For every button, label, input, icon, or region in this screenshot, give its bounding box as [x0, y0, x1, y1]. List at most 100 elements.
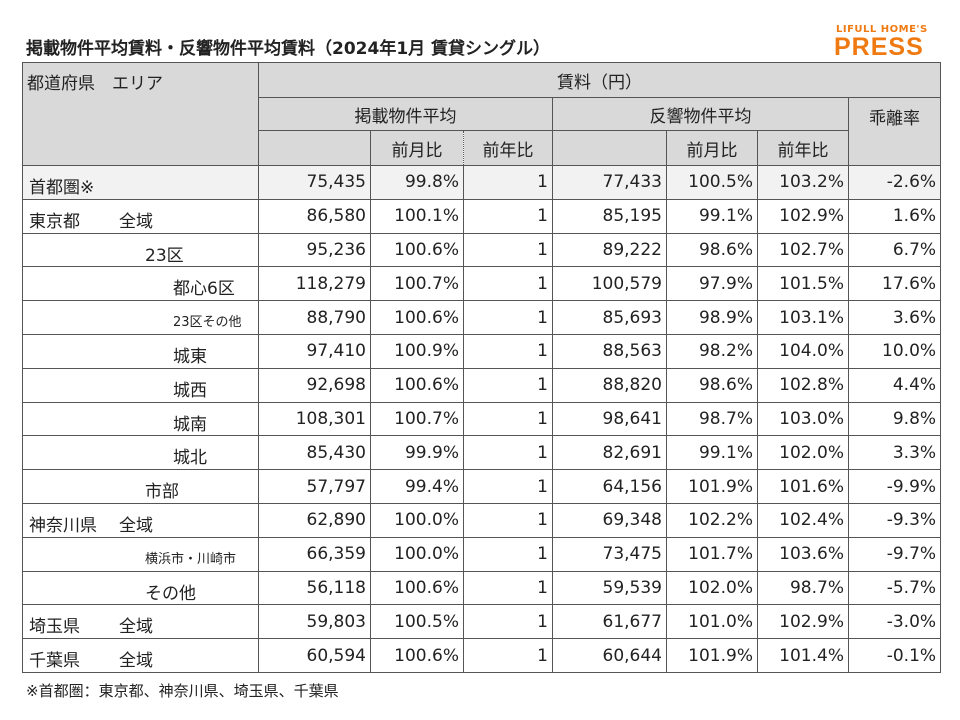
response-cell: 64,156: [552, 469, 667, 504]
area-cell: 横浜市・川崎市: [22, 536, 259, 572]
listing-yoy-cell: 1: [463, 570, 553, 606]
listing-cell: 62,890: [258, 502, 371, 538]
response-cell: 60,644: [552, 638, 667, 673]
table-row: 横浜市・川崎市 66,359 100.0% 1 73,475 101.7% 103.6% -9…: [22, 536, 942, 572]
gap-cell: 6.7%: [847, 232, 942, 268]
gap-cell: -0.1%: [847, 638, 942, 673]
response-cell: 100,579: [552, 266, 667, 302]
area: 市部: [145, 482, 179, 503]
header-mom: 前月比: [666, 130, 758, 166]
prefecture: 首都圏※: [29, 178, 95, 198]
response-mom-cell: 101.7%: [666, 536, 758, 572]
area: 都心6区: [173, 279, 235, 300]
response-yoy-cell: 103.0%: [757, 401, 849, 437]
header-yoy: 前年比: [757, 130, 849, 166]
header-yoy: 前年比: [463, 130, 553, 166]
listing-mom-cell: 99.4%: [370, 469, 464, 504]
area-cell: 神奈川県 全域: [22, 502, 259, 538]
table-row: 市部 57,797 99.4% 1 64,156 101.9% 101.6% -9.9%: [22, 469, 942, 504]
response-mom-cell: 98.9%: [666, 300, 758, 335]
listing-yoy-cell: 1: [463, 536, 553, 572]
area-cell: 市部: [22, 469, 259, 504]
listing-mom-cell: 100.6%: [370, 232, 464, 268]
listing-cell: 97,410: [258, 333, 371, 369]
listing-yoy-cell: 1: [463, 266, 553, 302]
listing-mom-cell: 100.7%: [370, 266, 464, 302]
response-yoy-cell: 103.1%: [757, 300, 849, 335]
prefecture: 東京都: [29, 211, 80, 232]
footnote: ※首都圏：東京都、神奈川県、埼玉県、千葉県: [26, 682, 339, 700]
response-cell: 88,820: [552, 367, 667, 403]
listing-yoy-cell: 1: [463, 300, 553, 335]
header-mom: 前月比: [370, 130, 464, 166]
response-cell: 69,348: [552, 502, 667, 538]
response-cell: 98,641: [552, 401, 667, 437]
response-yoy-cell: 102.9%: [757, 604, 849, 640]
logo-top: LIFULL HOME'S: [836, 24, 928, 35]
area: 城東: [173, 346, 207, 367]
table-row: 城東 97,410 100.9% 1 88,563 98.2% 104.0% 10.0%: [22, 333, 942, 369]
response-yoy-cell: 102.4%: [757, 502, 849, 538]
response-yoy-cell: 102.0%: [757, 435, 849, 471]
table-row: 城北 85,430 99.9% 1 82,691 99.1% 102.0% 3.3%: [22, 435, 942, 471]
listing-mom-cell: 100.0%: [370, 502, 464, 538]
prefecture: 埼玉県: [29, 617, 80, 638]
response-cell: 59,539: [552, 570, 667, 606]
listing-mom-cell: 100.6%: [370, 638, 464, 673]
header-rent: 賃料（円）: [257, 62, 942, 98]
gap-cell: -9.9%: [847, 469, 942, 504]
gap-cell: 3.3%: [847, 435, 942, 471]
listing-mom-cell: 100.7%: [370, 401, 464, 437]
response-cell: 88,563: [552, 333, 667, 369]
listing-cell: 86,580: [258, 198, 371, 234]
response-cell: 82,691: [552, 435, 667, 471]
response-mom-cell: 100.5%: [666, 165, 758, 200]
listing-mom-cell: 100.1%: [370, 198, 464, 234]
area-cell: 城南: [22, 401, 259, 437]
area-cell: 東京都 全域: [22, 198, 259, 234]
listing-yoy-cell: 1: [463, 333, 553, 369]
table-row: 東京都 全域 86,580 100.1% 1 85,195 99.1% 102.9% 1.6%: [22, 198, 942, 234]
gap-cell: 4.4%: [847, 367, 942, 403]
listing-mom-cell: 100.5%: [370, 604, 464, 640]
area-cell: 城北: [22, 435, 259, 471]
listing-yoy-cell: 1: [463, 469, 553, 504]
listing-yoy-cell: 1: [463, 638, 553, 673]
header-listing: 掲載物件平均: [258, 97, 553, 131]
area: 城南: [173, 414, 207, 435]
listing-mom-cell: 100.6%: [370, 300, 464, 335]
gap-cell: 17.6%: [847, 266, 942, 302]
response-mom-cell: 97.9%: [666, 266, 758, 302]
table-row: その他 56,118 100.6% 1 59,539 102.0% 98.7% -5.7%: [22, 570, 942, 606]
response-yoy-cell: 101.4%: [757, 638, 849, 673]
listing-yoy-cell: 1: [463, 435, 553, 471]
table-row: 23区 95,236 100.6% 1 89,222 98.6% 102.7% 6.7%: [22, 232, 942, 268]
response-cell: 61,677: [552, 604, 667, 640]
response-yoy-cell: 98.7%: [757, 570, 849, 606]
response-mom-cell: 102.2%: [666, 502, 758, 538]
listing-yoy-cell: 1: [463, 401, 553, 437]
listing-cell: 85,430: [258, 435, 371, 471]
table-row: 埼玉県 全域 59,803 100.5% 1 61,677 101.0% 102.9% -3.0…: [22, 604, 942, 640]
response-yoy-cell: 103.2%: [757, 165, 849, 200]
prefecture: 神奈川県: [29, 515, 97, 536]
listing-mom-cell: 99.8%: [370, 165, 464, 200]
response-yoy-cell: 103.6%: [757, 536, 849, 572]
listing-cell: 118,279: [258, 266, 371, 302]
header-blank: [552, 130, 667, 166]
response-cell: 85,693: [552, 300, 667, 335]
area: 城北: [173, 448, 207, 469]
prefecture: 千葉県: [29, 651, 80, 672]
gap-cell: -3.0%: [847, 604, 942, 640]
table-row: 城西 92,698 100.6% 1 88,820 98.6% 102.8% 4.4%: [22, 367, 942, 403]
gap-cell: 10.0%: [847, 333, 942, 369]
response-mom-cell: 98.6%: [666, 367, 758, 403]
response-yoy-cell: 104.0%: [757, 333, 849, 369]
response-mom-cell: 101.9%: [666, 638, 758, 673]
response-mom-cell: 101.9%: [666, 469, 758, 504]
area-cell: 城西: [22, 367, 259, 403]
listing-yoy-cell: 1: [463, 232, 553, 268]
area: 横浜市・川崎市: [145, 551, 237, 567]
area-cell: その他: [22, 570, 259, 606]
